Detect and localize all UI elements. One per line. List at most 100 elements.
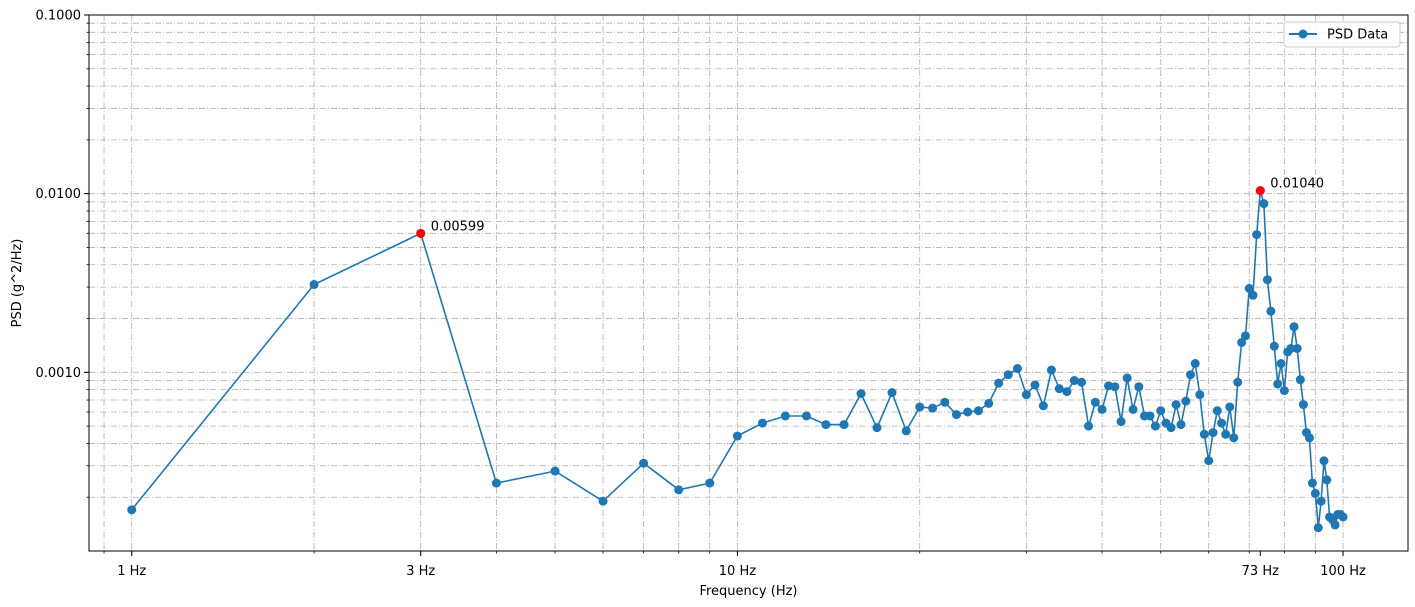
data-point bbox=[1217, 418, 1227, 428]
data-point bbox=[1156, 406, 1166, 416]
data-point bbox=[887, 388, 897, 398]
data-point bbox=[1171, 400, 1181, 410]
data-point bbox=[757, 418, 767, 428]
data-point bbox=[1298, 400, 1308, 410]
data-point bbox=[705, 478, 715, 488]
data-point bbox=[1062, 387, 1072, 397]
data-point bbox=[1259, 199, 1269, 209]
series-psd bbox=[127, 186, 1348, 533]
data-point bbox=[915, 402, 925, 412]
data-point bbox=[1225, 402, 1235, 412]
x-tick-label: 73 Hz bbox=[1242, 564, 1279, 579]
peak-label: 0.00599 bbox=[431, 219, 485, 234]
data-point bbox=[1030, 380, 1040, 390]
data-point bbox=[1212, 406, 1222, 416]
y-tick-label: 0.0010 bbox=[36, 366, 82, 381]
data-point bbox=[1295, 375, 1305, 385]
x-tick-label: 3 Hz bbox=[406, 564, 435, 579]
data-point bbox=[1012, 364, 1022, 374]
data-point bbox=[1322, 475, 1332, 485]
data-point bbox=[1307, 478, 1317, 488]
data-point bbox=[1262, 275, 1272, 285]
data-point bbox=[963, 407, 973, 417]
data-point bbox=[1069, 376, 1079, 386]
data-point bbox=[994, 378, 1004, 388]
series-line bbox=[131, 189, 1344, 529]
y-axis-label: PSD (g^2/Hz) bbox=[10, 239, 25, 328]
data-point bbox=[1304, 433, 1314, 443]
data-point bbox=[1221, 429, 1231, 439]
y-tick-label: 0.0100 bbox=[36, 187, 82, 202]
data-point bbox=[801, 411, 811, 421]
data-point bbox=[984, 398, 994, 408]
data-point bbox=[1289, 322, 1299, 332]
data-point bbox=[1038, 401, 1048, 411]
data-point bbox=[1292, 343, 1302, 353]
peak-marker bbox=[416, 228, 426, 238]
data-point bbox=[1145, 411, 1155, 421]
data-point bbox=[872, 423, 882, 433]
data-point bbox=[973, 406, 983, 416]
data-point bbox=[1279, 386, 1289, 396]
data-point bbox=[1269, 341, 1279, 351]
data-point bbox=[732, 431, 742, 441]
data-point bbox=[940, 397, 950, 407]
data-point bbox=[1176, 420, 1186, 430]
data-point bbox=[1248, 290, 1258, 300]
plot-frame bbox=[88, 14, 1409, 552]
data-point bbox=[1244, 283, 1254, 293]
data-point bbox=[1181, 396, 1191, 406]
data-point bbox=[1186, 370, 1196, 380]
data-point bbox=[550, 466, 560, 476]
data-point bbox=[1252, 230, 1262, 240]
data-point bbox=[1003, 370, 1013, 380]
data-point bbox=[491, 478, 501, 488]
y-tick-label: 0.1000 bbox=[36, 9, 82, 24]
data-point bbox=[1316, 496, 1326, 506]
data-point bbox=[821, 420, 831, 430]
data-point bbox=[639, 458, 649, 468]
data-point bbox=[1266, 306, 1276, 316]
data-point bbox=[1166, 423, 1176, 433]
data-point bbox=[1276, 359, 1286, 369]
x-tick-label: 1 Hz bbox=[117, 564, 146, 579]
data-point bbox=[1313, 523, 1323, 533]
peak-marker bbox=[1255, 186, 1265, 196]
peak-label: 0.01040 bbox=[1270, 177, 1324, 192]
data-point bbox=[1110, 382, 1120, 392]
data-point bbox=[1233, 377, 1243, 387]
data-point bbox=[1128, 404, 1138, 414]
data-point bbox=[598, 496, 608, 506]
data-point bbox=[1097, 404, 1107, 414]
data-point bbox=[1150, 421, 1160, 431]
data-point bbox=[1190, 359, 1200, 369]
data-point bbox=[1229, 433, 1239, 443]
data-point bbox=[928, 403, 938, 413]
data-point bbox=[1286, 343, 1296, 353]
data-point bbox=[1330, 520, 1340, 530]
data-point bbox=[1046, 365, 1056, 375]
data-point bbox=[1208, 428, 1218, 438]
grid bbox=[89, 14, 1408, 551]
data-point bbox=[1116, 417, 1126, 427]
data-point bbox=[856, 389, 866, 399]
legend-marker bbox=[1298, 29, 1308, 39]
data-point bbox=[1090, 397, 1100, 407]
data-point bbox=[1021, 390, 1031, 400]
data-point bbox=[1077, 377, 1087, 387]
legend-label: PSD Data bbox=[1327, 28, 1388, 43]
data-point bbox=[1199, 429, 1209, 439]
data-point bbox=[839, 420, 849, 430]
data-point bbox=[674, 485, 684, 495]
data-point bbox=[1122, 373, 1132, 383]
x-tick-label: 10 Hz bbox=[719, 564, 756, 579]
x-axis-label: Frequency (Hz) bbox=[699, 584, 797, 599]
data-point bbox=[951, 410, 961, 420]
x-tick-label: 100 Hz bbox=[1320, 564, 1366, 579]
data-point bbox=[1338, 512, 1348, 522]
data-point bbox=[1195, 390, 1205, 400]
data-point bbox=[1134, 382, 1144, 392]
axes: 1 Hz 3 Hz 10 Hz 73 Hz 100 Hz 0.0010 0.0100 0.10… bbox=[36, 9, 1367, 580]
